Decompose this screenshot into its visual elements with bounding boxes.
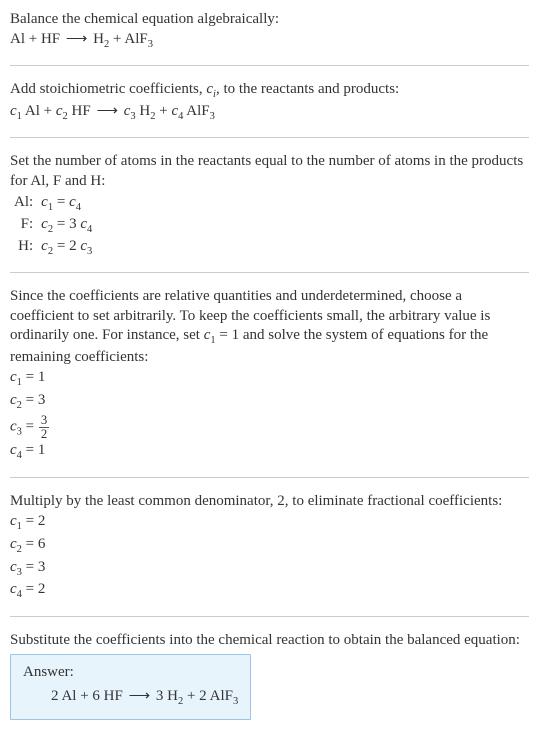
divider — [10, 272, 529, 273]
divider — [10, 137, 529, 138]
plus: + — [187, 688, 199, 704]
eq-row: F: c2 = 3 c4 — [10, 215, 96, 237]
stoich-equation: c1 Al + c2 HF ⟶ c3 H2 + c4 AlF3 — [10, 102, 529, 124]
eq-row: H: c2 = 2 c3 — [10, 237, 96, 259]
solve2-text: Multiply by the least common denominator… — [10, 492, 529, 512]
arrow-icon: ⟶ — [64, 31, 90, 47]
divider — [10, 477, 529, 478]
plus: + — [113, 31, 124, 47]
intro-text: Balance the chemical equation algebraica… — [10, 10, 529, 30]
solve1-text: Since the coefficients are relative quan… — [10, 287, 529, 367]
conservation-equations: Al: c1 = c4 F: c2 = 3 c4 H: c2 = 2 c3 — [10, 193, 96, 258]
answer-label: Answer: — [23, 663, 238, 683]
answer-box: Answer: 2 Al + 6 HF ⟶ 3 H2 + 2 AlF3 — [10, 654, 251, 719]
stoich-text: Add stoichiometric coefficients, ci, to … — [10, 80, 529, 102]
plus: + — [159, 103, 171, 119]
eq-row: Al: c1 = c4 — [10, 193, 96, 215]
species-hf: HF — [41, 31, 60, 47]
species-h2: H2 — [93, 31, 113, 47]
solve2-coefs: c1 = 2 c2 = 6 c3 = 3 c4 = 2 — [10, 512, 529, 602]
arrow-icon: ⟶ — [127, 688, 153, 704]
final-text: Substitute the coefficients into the che… — [10, 631, 529, 651]
plus: + — [29, 31, 41, 47]
arrow-icon: ⟶ — [94, 103, 120, 119]
solve1-coefs: c1 = 1 c2 = 3 c3 = 32 c4 = 1 — [10, 368, 529, 462]
plus: + — [80, 688, 92, 704]
species-al: Al — [10, 31, 25, 47]
intro-equation: Al + HF ⟶ H2 + AlF3 — [10, 30, 529, 52]
species-alf3: AlF3 — [124, 31, 153, 47]
plus: + — [44, 103, 56, 119]
divider — [10, 65, 529, 66]
conservation-text: Set the number of atoms in the reactants… — [10, 152, 529, 191]
divider — [10, 616, 529, 617]
balanced-equation: 2 Al + 6 HF ⟶ 3 H2 + 2 AlF3 — [23, 687, 238, 709]
